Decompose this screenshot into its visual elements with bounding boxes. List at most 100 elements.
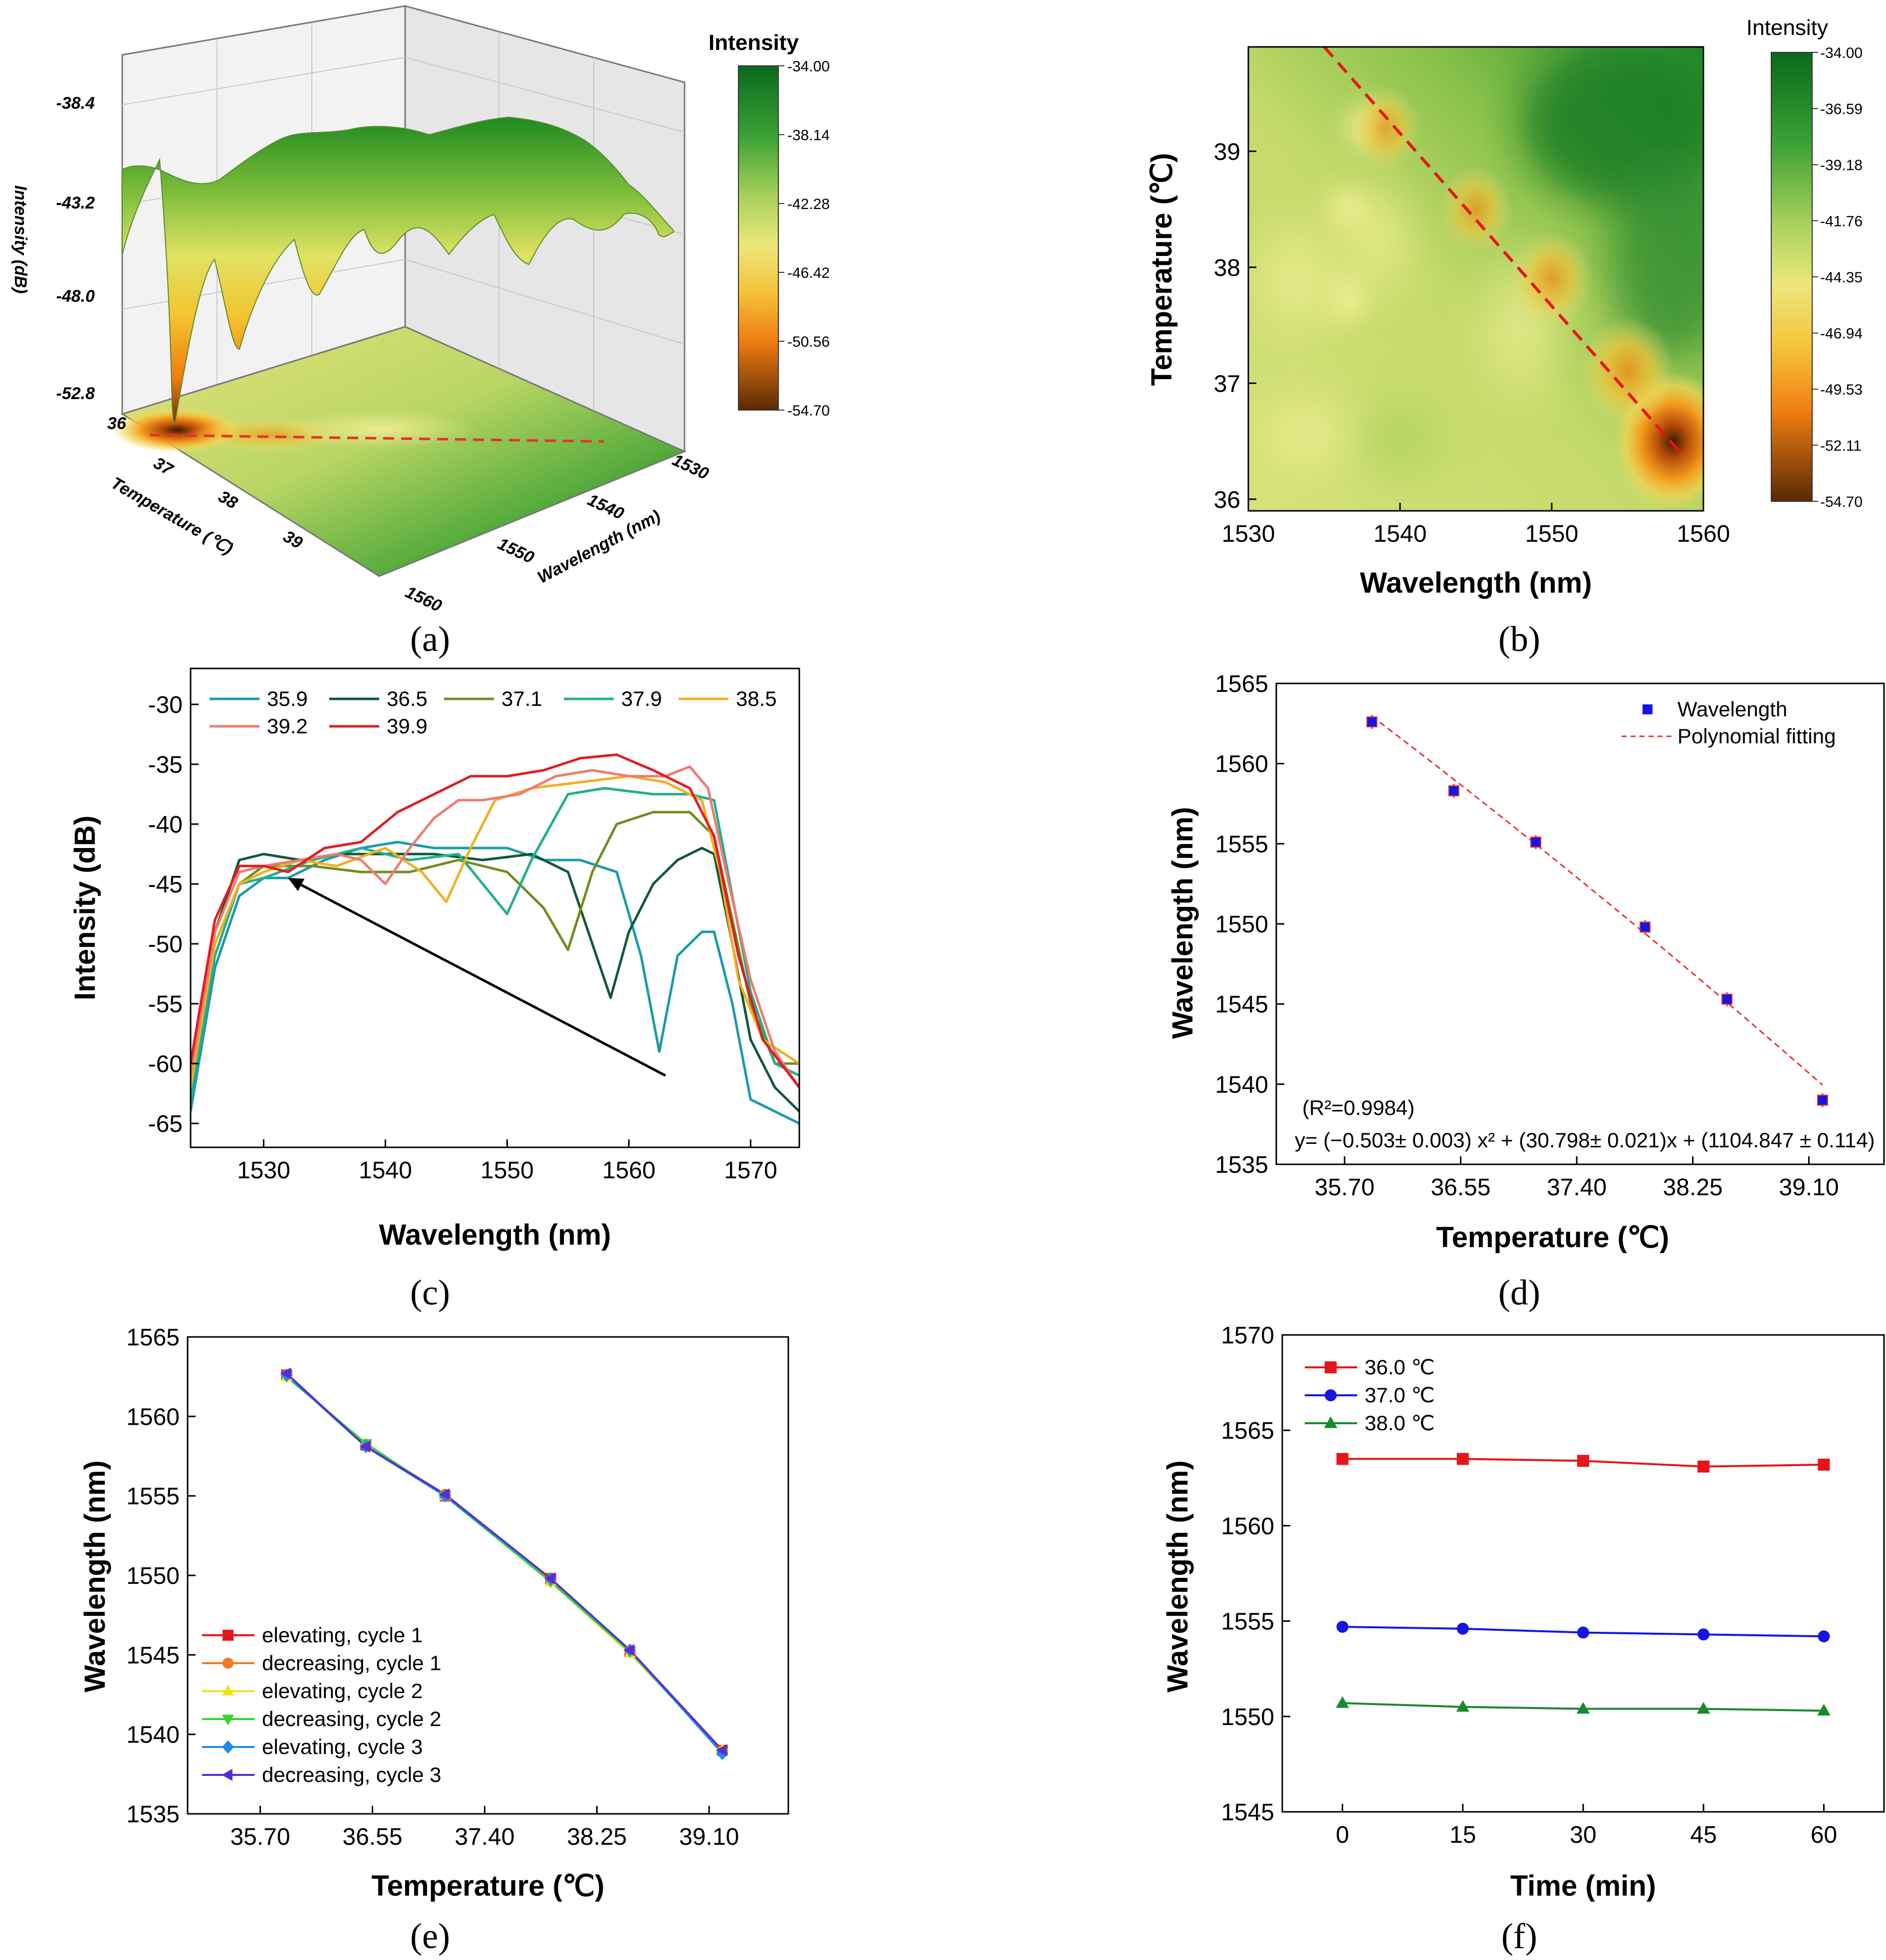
panel-b-colorbar-tick-label: -41.76 (1820, 213, 1863, 229)
panel-d-y-tick-label: 1560 (1215, 751, 1268, 778)
panel-c-y-tick-label: -65 (148, 1111, 183, 1137)
panel-d-legend: Wavelength Polynomial fitting (1622, 697, 1836, 748)
panel-f-data-point (1456, 1622, 1469, 1635)
panel-b-plot-frame (1247, 46, 1704, 512)
panel-f-data-point (1576, 1702, 1590, 1714)
panel-a-z-tick-1: -43.2 (56, 194, 95, 213)
panel-f-data-point (1336, 1696, 1349, 1708)
panel-f-data-point (1697, 1628, 1710, 1641)
panel-d-data-point (1448, 785, 1459, 797)
panel-f-data-point (1336, 1621, 1349, 1633)
panel-e-data-point (359, 1440, 371, 1453)
panel-b-colorbar-title: Intensity (1746, 15, 1828, 40)
panel-d-plot-frame (1275, 682, 1885, 1165)
panel-e-legend-marker (222, 1768, 233, 1781)
panel-c-legend-label: 36.5 (387, 687, 428, 710)
panel-d-x-tick-label: 38.25 (1663, 1174, 1723, 1201)
panel-c-series-line (191, 765, 799, 1089)
panel-f-legend-marker (1325, 1389, 1337, 1401)
panel-b-y-tick-label: 37 (1214, 371, 1240, 397)
panel-f-legend-marker (1325, 1361, 1337, 1373)
panel-a-x-tick-0: 1530 (670, 450, 712, 483)
panel-d-x-tick-label: 35.70 (1315, 1174, 1375, 1201)
panel-f-data-point (1456, 1453, 1469, 1465)
panel-b-colorbar-tick-label: -49.53 (1820, 382, 1863, 398)
panel-d-data-point (1721, 994, 1733, 1005)
panel-c-arrow-head (288, 878, 305, 891)
panel-e-data-point (544, 1572, 555, 1585)
panel-b-x-tick-label: 1560 (1677, 521, 1730, 547)
panel-c-series-line (191, 841, 799, 1125)
panel-f-data-point (1456, 1700, 1469, 1712)
panel-e-legend-label: elevating, cycle 2 (262, 1679, 423, 1703)
panel-b-hot-spot (1580, 316, 1675, 427)
panel-b-trend-line (1323, 47, 1682, 454)
panel-e-data-point (280, 1367, 291, 1380)
panel-e-data-point (716, 1744, 727, 1756)
caption-f: (f) (1501, 1916, 1537, 1956)
panel-d-axes: 35.70 36.55 37.40 38.25 39.10 1535 1540 1545 155… (1215, 671, 1839, 1201)
panel-f-legend: 36.0 ℃ 37.0 ℃ 38.0 ℃ (1305, 1355, 1435, 1435)
panel-b-colorbar-tick-label: -52.11 (1820, 437, 1862, 454)
panel-f-data-point (1697, 1460, 1710, 1473)
panel-d-y-tick-label: 1555 (1215, 831, 1268, 858)
caption-e: (e) (410, 1916, 450, 1956)
panel-e-y-tick-label: 1540 (126, 1722, 180, 1748)
panel-b-y-label: Temperature (℃) (1146, 153, 1178, 386)
panel-b-y-tick-label: 36 (1214, 487, 1240, 513)
panel-e-legend-marker (222, 1685, 235, 1696)
panel-c-legend-label: 37.9 (621, 687, 662, 710)
panel-a-colorbar-tick-label: -46.42 (787, 265, 830, 281)
panel-f-y-tick-label: 1550 (1221, 1704, 1274, 1731)
panel-a: -38.4 -43.2 -48.0 -52.8 Intensity (dB) 3… (11, 5, 830, 659)
panel-b-x-tick-label: 1530 (1222, 521, 1275, 547)
panel-e-legend-label: decreasing, cycle 3 (262, 1763, 442, 1786)
panel-d-x-tick-label: 36.55 (1430, 1174, 1490, 1201)
panel-f-plot-content (1336, 1453, 1831, 1716)
panel-f-axes: 0 15 30 45 60 1545 1550 1555 1560 1565 1570 (1221, 1322, 1837, 1848)
panel-e-axes: 35.70 36.55 37.40 38.25 39.10 1535 1540 1545 155… (126, 1324, 739, 1850)
panel-b-x-tick-label: 1550 (1525, 521, 1579, 547)
panel-d-x-tick-label: 37.40 (1547, 1174, 1607, 1201)
panel-a-y-label: Temperature (℃) (108, 473, 236, 558)
panel-e: 35.70 36.55 37.40 38.25 39.10 1535 1540 1545 155… (79, 1324, 789, 1956)
panel-d-y-label: Wavelength (nm) (1167, 807, 1199, 1039)
panel-b-colorbar-tick-label: -39.18 (1820, 157, 1863, 174)
panel-c-arrow (300, 883, 666, 1077)
panel-c-series-line (191, 775, 799, 1088)
panel-e-x-tick-label: 36.55 (342, 1824, 402, 1850)
panel-c-legend-label: 37.1 (501, 687, 542, 710)
panel-c-x-label: Wavelength (nm) (379, 1219, 611, 1251)
panel-b-colorbar-tick-label: -44.35 (1820, 269, 1863, 286)
panel-e-x-tick-label: 35.70 (230, 1824, 290, 1850)
panel-c-plot-frame (190, 667, 800, 1148)
panel-c: 1530 1540 1550 1560 1570 -30 -35 -40 -45 -50 -55 -6… (69, 667, 800, 1312)
panel-f-y-tick-label: 1570 (1221, 1322, 1274, 1349)
panel-a-colorbar-tick-label: -54.70 (787, 403, 830, 419)
panel-b-axes: 1530 1540 1550 1560 36 37 38 39 (1214, 139, 1730, 547)
panel-e-x-tick-label: 38.25 (567, 1824, 627, 1850)
panel-f-legend-label: 37.0 ℃ (1365, 1383, 1435, 1407)
panel-c-y-tick-label: -60 (148, 1051, 183, 1078)
panel-d-y-tick-label: 1545 (1215, 992, 1268, 1018)
panel-e-y-label: Wavelength (nm) (79, 1460, 111, 1692)
panel-f-data-point (1817, 1704, 1831, 1716)
panel-d-r2: (R²=0.9984) (1302, 1096, 1414, 1119)
panel-b-colorbar (1771, 52, 1813, 502)
panel-a-x-tick-1: 1540 (585, 490, 627, 523)
panel-e-legend-label: elevating, cycle 1 (262, 1623, 423, 1647)
panel-a-x-tick-3: 1560 (403, 583, 445, 616)
panel-f-x-tick-label: 60 (1811, 1822, 1837, 1848)
panel-b-heat-field (1248, 47, 1703, 511)
panel-d-legend-marker (1643, 704, 1652, 714)
panel-f-data-point (1577, 1626, 1589, 1639)
panel-e-y-tick-label: 1535 (126, 1801, 180, 1828)
panel-e-legend: elevating, cycle 1 decreasing, cycle 1 ele… (202, 1623, 442, 1786)
panel-f-x-tick-label: 15 (1449, 1822, 1476, 1848)
panel-c-x-tick-label: 1570 (724, 1157, 777, 1184)
caption-d: (d) (1498, 1273, 1540, 1312)
panel-b-x-label: Wavelength (nm) (1360, 567, 1592, 599)
panel-a-z-label: Intensity (dB) (11, 185, 30, 293)
panel-b-hot-spots (1349, 86, 1703, 510)
panel-c-y-tick-label: -30 (148, 692, 183, 718)
